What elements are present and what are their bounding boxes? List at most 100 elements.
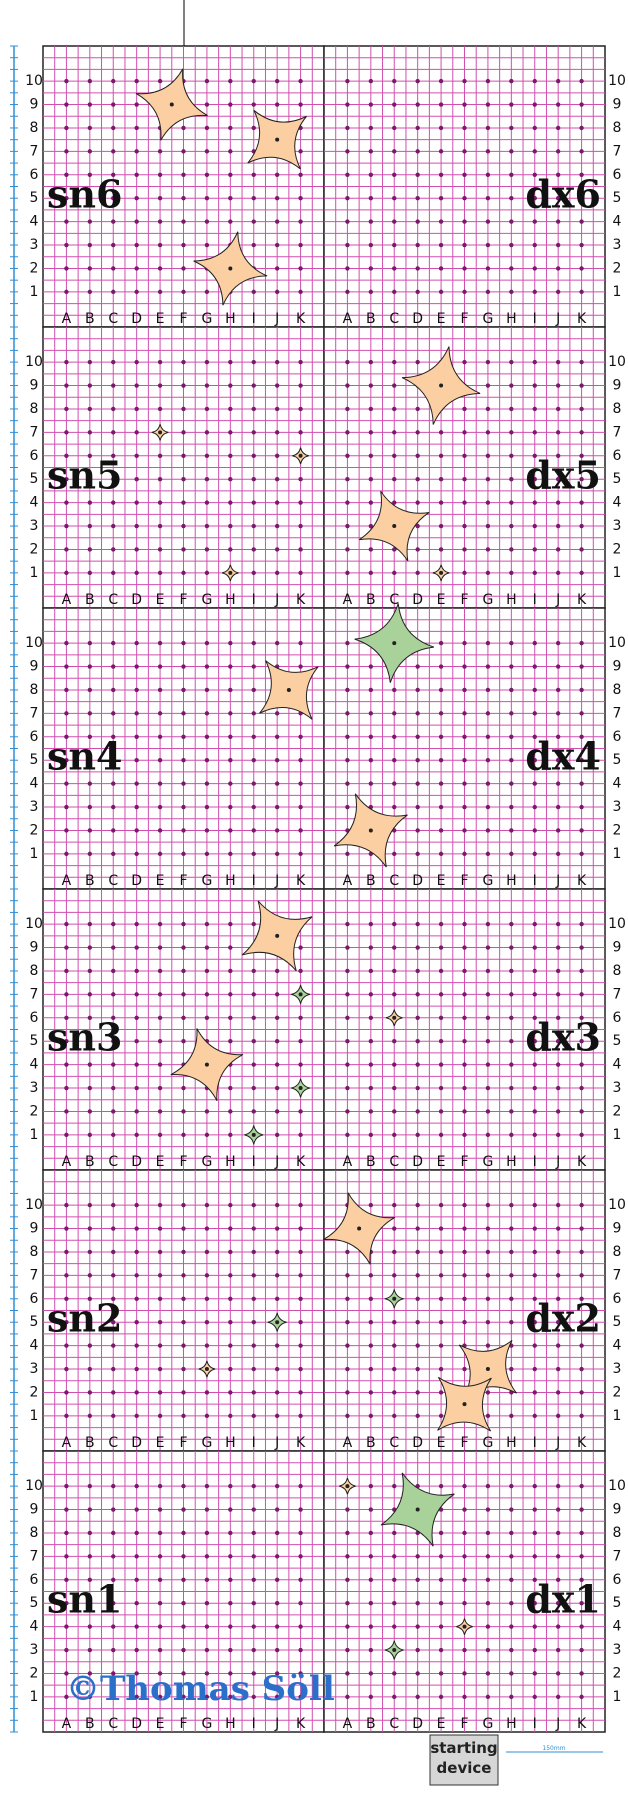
column-label: D [131,1154,142,1170]
grid-dot [87,1296,93,1301]
row-label: 8 [30,963,39,979]
grid-dot [392,289,397,295]
grid-dot [204,570,210,576]
shape-dot [357,1226,362,1231]
grid-dot [204,289,210,295]
grid-dot [274,1273,280,1278]
grid-dot [509,266,514,271]
grid-dot [438,1015,444,1020]
grid-dot [555,102,561,107]
grid-dot [87,968,93,974]
grid-dot [111,1015,116,1020]
row-label: 1 [613,284,622,300]
grid-dot [298,196,303,201]
grid-dot [181,1413,186,1419]
grid-dot [204,1109,210,1114]
grid-dot [181,1343,186,1348]
grid-dot [368,1507,374,1512]
grid-dot [64,219,69,224]
grid-dot [111,1366,116,1372]
grid-dot [181,640,186,646]
grid-dot [298,78,303,84]
column-label: F [460,311,468,327]
grid-dot [415,1320,420,1325]
grid-dot [157,1647,163,1653]
grid-dot [462,1226,467,1231]
grid-dot [579,523,584,529]
grid-dot [509,1483,514,1489]
grid-dot [392,125,397,131]
grid-dot [134,149,139,154]
grid-dot [532,406,537,412]
grid-dot [274,1343,280,1348]
grid-dot [345,289,350,295]
grid-dot [555,1109,561,1114]
grid-dot [345,851,350,857]
shape-dot [392,1648,397,1653]
column-label: B [366,592,376,608]
grid-dot [228,781,233,786]
grid-dot [181,921,186,927]
grid-dot [64,1647,69,1653]
grid-dot [111,1249,116,1255]
grid-dot [274,1413,280,1419]
grid-dot [415,1671,420,1676]
grid-dot [368,1343,374,1348]
grid-dot [228,1273,233,1278]
row-label: 3 [613,1361,622,1377]
grid-dot [368,687,374,693]
grid-dot [87,664,93,669]
grid-dot [111,125,116,131]
grid-dot [532,1109,537,1114]
grid-dot [509,851,514,857]
grid-dot [87,1132,93,1138]
grid-dot [87,687,93,693]
row-label: 8 [30,401,39,417]
row-label: 2 [30,822,39,838]
grid-dot [298,547,303,552]
grid-dot [368,430,374,435]
grid-dot [87,102,93,107]
grid-dot [532,477,537,482]
grid-dot [392,851,397,857]
grid-dot [485,1624,491,1629]
column-label: A [62,873,72,889]
grid-dot [251,1296,256,1301]
grid-dot [87,945,93,950]
grid-dot [251,804,256,810]
grid-dot [87,734,93,739]
grid-dot [438,266,444,271]
grid-dot [579,1109,584,1114]
grid-dot [111,219,116,224]
grid-dot [87,219,93,224]
grid-dot [415,266,420,271]
grid-dot [579,1343,584,1348]
row-label: 5 [30,471,39,487]
grid-dot [251,828,256,833]
column-label: F [460,592,468,608]
grid-dot [438,968,444,974]
grid-dot [485,477,491,482]
grid-dot [274,383,280,388]
grid-dot [134,242,139,248]
grid-dot [134,781,139,786]
panel-label: dx4 [525,734,601,779]
grid-dot [438,1039,444,1044]
grid-dot [532,734,537,739]
grid-dot [345,219,350,224]
shape-dot [462,1624,467,1629]
grid-dot [415,1577,420,1582]
grid-dot [64,781,69,786]
row-label: 4 [613,495,622,511]
grid-dot [462,1132,467,1138]
grid-dot [415,781,420,786]
grid-dot [298,1530,303,1536]
column-label: I [533,1435,537,1451]
grid-dot [111,383,116,388]
grid-dot [579,804,584,810]
grid-dot [368,1671,374,1676]
grid-dot [485,383,491,388]
column-label: C [389,1716,399,1732]
panel-label: dx1 [525,1577,601,1622]
column-label: G [482,873,493,889]
